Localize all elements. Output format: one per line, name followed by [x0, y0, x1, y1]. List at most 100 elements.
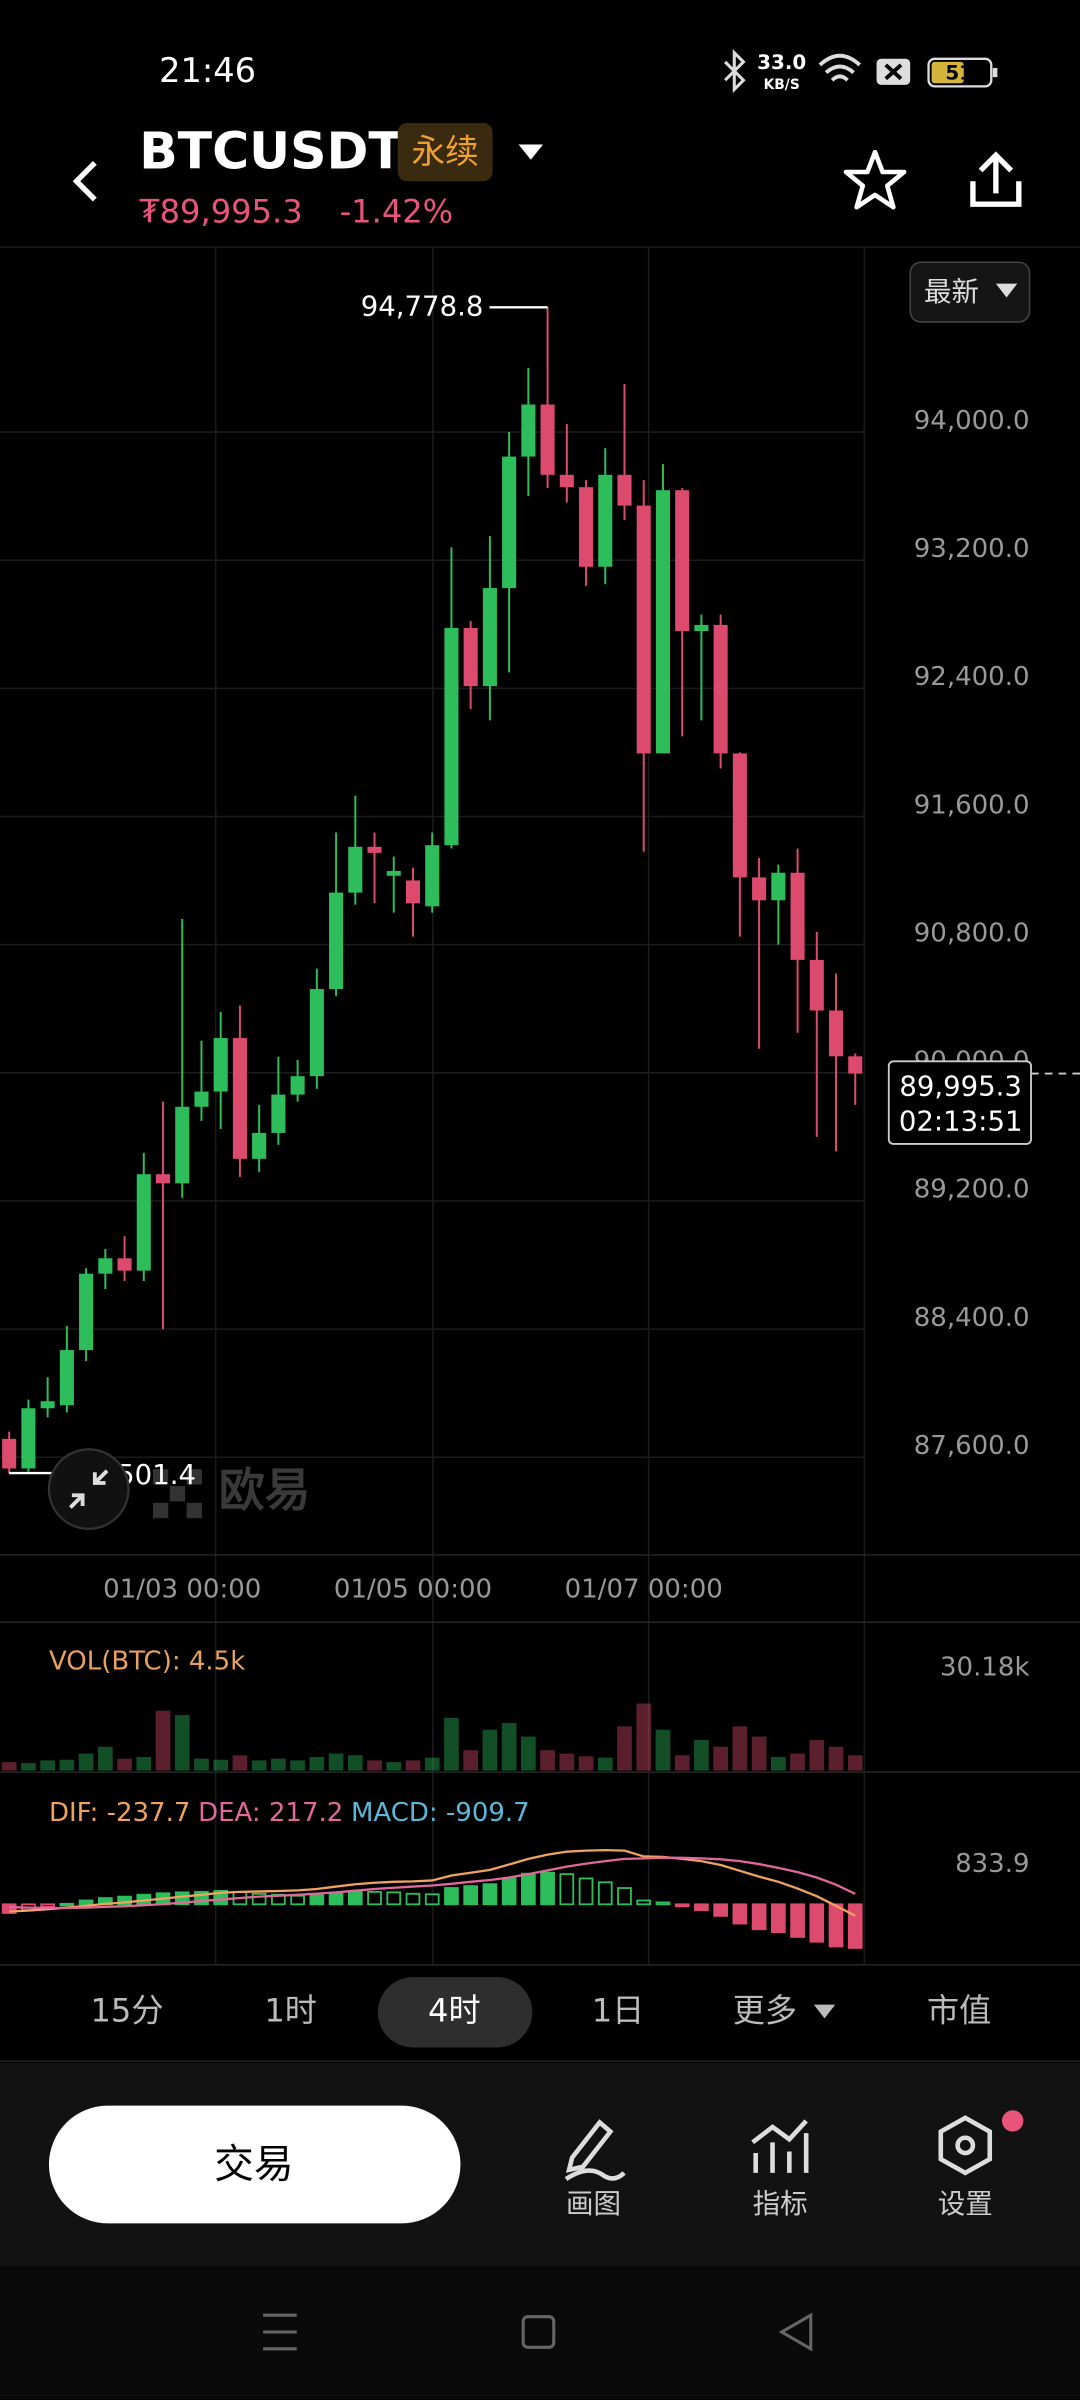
tab[interactable]: 1时	[264, 1991, 317, 2029]
candle-body	[348, 846, 363, 893]
collapse-icon	[69, 1469, 109, 1509]
volume-bar	[559, 1753, 575, 1771]
macd-bar	[617, 1887, 632, 1906]
tab[interactable]: 市值	[927, 1991, 991, 2029]
macd-bar	[597, 1881, 613, 1906]
volume-bar	[213, 1759, 229, 1771]
volume-bar	[271, 1758, 286, 1771]
candle-body	[521, 404, 536, 457]
volume-tick-label: 30.18k	[940, 1652, 1030, 1682]
last-price-label: 89,995.3	[899, 1070, 1022, 1102]
volume-bar	[713, 1746, 728, 1771]
macd-bar	[309, 1894, 325, 1906]
y-tick-label: 87,600.0	[914, 1431, 1030, 1461]
settings-icon-center	[955, 2135, 976, 2156]
symbol-dropdown[interactable]	[518, 144, 544, 160]
notification-dot	[1001, 2110, 1024, 2132]
volume-bar	[424, 1757, 440, 1771]
y-tick-label: 94,000.0	[914, 406, 1030, 436]
macd-bar	[847, 1903, 863, 1949]
volume-bar	[309, 1756, 325, 1771]
tab-selected[interactable]: 4时	[428, 1991, 481, 2029]
candle-body	[598, 474, 613, 567]
nav-back[interactable]	[778, 2312, 813, 2352]
volume-bar	[540, 1750, 555, 1771]
settings-icon[interactable]	[938, 2115, 993, 2176]
volume-bar	[617, 1726, 632, 1771]
tab[interactable]: 15分	[90, 1991, 163, 2029]
candle-body	[771, 872, 786, 901]
macd-bar	[655, 1901, 671, 1906]
collapse-button[interactable]	[47, 1448, 130, 1531]
symbol: BTCUSDT	[139, 122, 403, 181]
macd-bar	[444, 1887, 459, 1906]
net-unit: KB/S	[764, 77, 800, 93]
macd-bar	[367, 1890, 382, 1906]
x-tick-label: 01/03 00:00	[103, 1575, 261, 1605]
volume-bar	[463, 1750, 479, 1771]
macd-line	[9, 1856, 856, 1910]
volume-bar	[636, 1703, 652, 1771]
macd-bar	[463, 1885, 479, 1906]
candle-body	[405, 880, 421, 904]
volume-bar	[501, 1722, 517, 1771]
candle-body	[828, 1010, 844, 1057]
countdown: 02:13:51	[899, 1106, 1023, 1138]
candle-body	[463, 627, 478, 687]
favorite-button[interactable]	[843, 149, 907, 210]
contract-text: 永续	[412, 132, 479, 171]
volume-bar	[251, 1760, 267, 1771]
macd-bar	[347, 1890, 363, 1906]
candle-body	[752, 877, 767, 901]
battery-text: 51	[945, 62, 973, 85]
nav-menu[interactable]	[263, 2313, 297, 2351]
more-arrow	[813, 2004, 836, 2019]
y-tick-label: 91,600.0	[914, 790, 1030, 820]
tab[interactable]: 更多	[733, 1991, 797, 2029]
x-tick-label: 01/05 00:00	[334, 1575, 492, 1605]
volume-bar	[847, 1755, 863, 1771]
y-tick-label: 93,200.0	[914, 534, 1030, 564]
macd-bar	[40, 1903, 55, 1908]
share-button[interactable]	[970, 151, 1022, 207]
nav-home[interactable]	[521, 2315, 556, 2349]
volume-bar	[828, 1746, 844, 1771]
macd-bar	[424, 1893, 440, 1906]
macd-bar	[1, 1903, 17, 1914]
sim-x	[884, 63, 903, 81]
max-label: 94,778.8	[361, 290, 484, 322]
tool-label: 画图	[566, 2188, 621, 2220]
y-tick-label: 88,400.0	[914, 1303, 1030, 1333]
volume-bar	[78, 1753, 94, 1771]
volume-bar	[21, 1763, 36, 1771]
candle-body	[290, 1076, 305, 1095]
candle-body	[271, 1094, 286, 1133]
y-tick-label: 89,200.0	[914, 1175, 1030, 1205]
candle-body	[59, 1350, 74, 1406]
back-button[interactable]	[72, 160, 97, 202]
candle-body	[502, 456, 517, 589]
candle-body	[559, 474, 574, 488]
volume-bar	[694, 1739, 709, 1771]
draw-icon[interactable]	[564, 2119, 626, 2181]
macd-bar	[713, 1903, 728, 1917]
volume-bar	[40, 1760, 55, 1771]
price-mode-button[interactable]	[909, 261, 1031, 323]
volume-bar	[482, 1729, 498, 1771]
candle-body	[175, 1106, 190, 1184]
macd-legend: MACD: -909.7	[351, 1798, 530, 1828]
volume-bar	[232, 1755, 248, 1771]
candle-body	[636, 505, 651, 754]
wifi-icon	[818, 53, 862, 82]
macd-bar	[770, 1903, 786, 1934]
volume-bar	[117, 1758, 132, 1771]
battery-tip	[992, 67, 998, 78]
volume-bar	[809, 1739, 825, 1771]
tab[interactable]: 1日	[592, 1991, 645, 2029]
indicator-icon[interactable]	[751, 2119, 809, 2173]
candle-body	[579, 487, 594, 567]
macd-bar	[559, 1873, 575, 1906]
trade-button[interactable]	[48, 2105, 461, 2224]
